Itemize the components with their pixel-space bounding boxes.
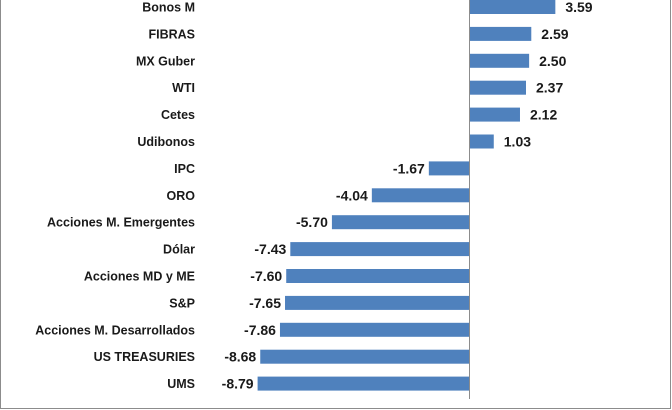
- bar-acciones-m-desarrollados: [279, 322, 469, 337]
- value-label-ipc: -1.67: [393, 160, 425, 176]
- value-label-oro: -4.04: [336, 187, 368, 203]
- bar-udibonos: [469, 134, 494, 149]
- value-label-wti: 2.37: [536, 80, 563, 96]
- category-label-mx-guber: MX Guber: [136, 54, 195, 68]
- bar-bonos-m: [469, 0, 556, 14]
- category-label-ums: UMS: [167, 377, 195, 391]
- category-label-dolar: Dólar: [163, 243, 195, 257]
- bar-us-treasuries: [260, 349, 469, 364]
- bar-oro: [371, 188, 469, 203]
- category-label-us-treasuries: US TREASURIES: [94, 350, 195, 364]
- category-label-oro: ORO: [167, 189, 196, 203]
- category-label-fibras: FIBRAS: [148, 27, 195, 41]
- value-label-mx-guber: 2.50: [539, 53, 566, 69]
- bar-wti: [469, 80, 526, 95]
- value-label-us-treasuries: -8.68: [224, 349, 256, 365]
- category-label-acciones-m-emergentes: Acciones M. Emergentes: [47, 216, 195, 230]
- bar-ipc: [428, 161, 469, 176]
- bars: [257, 0, 556, 391]
- value-label-sandp: -7.65: [249, 295, 281, 311]
- category-labels: Bonos M FIBRAS MX Guber WTI Cetes Udibonos IPC…: [35, 1, 195, 392]
- bar-ums: [257, 376, 469, 391]
- value-label-dolar: -7.43: [254, 241, 286, 257]
- category-label-udibonos: Udibonos: [137, 135, 195, 149]
- value-label-acciones-md-y-me: -7.60: [250, 268, 282, 284]
- value-label-udibonos: 1.03: [504, 134, 531, 150]
- value-label-bonos-m: 3.59: [565, 0, 592, 15]
- bar-acciones-md-y-me: [286, 269, 469, 283]
- value-label-acciones-m-desarrollados: -7.86: [244, 322, 276, 338]
- bar-sandp: [285, 295, 469, 310]
- bar-cetes: [469, 107, 520, 122]
- value-labels: 3.592.592.502.372.121.03-1.67-4.04-5.70-…: [222, 0, 593, 392]
- bar-fibras: [469, 26, 532, 41]
- category-label-wti: WTI: [172, 81, 195, 95]
- bar-dolar: [290, 242, 469, 257]
- category-label-bonos-m: Bonos M: [142, 1, 195, 15]
- value-label-ums: -8.79: [222, 376, 254, 392]
- category-label-sandp: S&P: [169, 296, 195, 310]
- category-label-ipc: IPC: [174, 162, 195, 176]
- category-label-cetes: Cetes: [161, 108, 195, 122]
- bar-mx-guber: [469, 53, 530, 68]
- value-label-fibras: 2.59: [541, 26, 568, 42]
- category-label-acciones-md-y-me: Acciones MD y ME: [84, 270, 195, 284]
- value-label-acciones-m-emergentes: -5.70: [296, 214, 328, 230]
- value-label-cetes: 2.12: [530, 107, 557, 123]
- category-label-acciones-m-desarrollados: Acciones M. Desarrollados: [35, 323, 195, 337]
- bar-acciones-m-emergentes: [331, 215, 469, 230]
